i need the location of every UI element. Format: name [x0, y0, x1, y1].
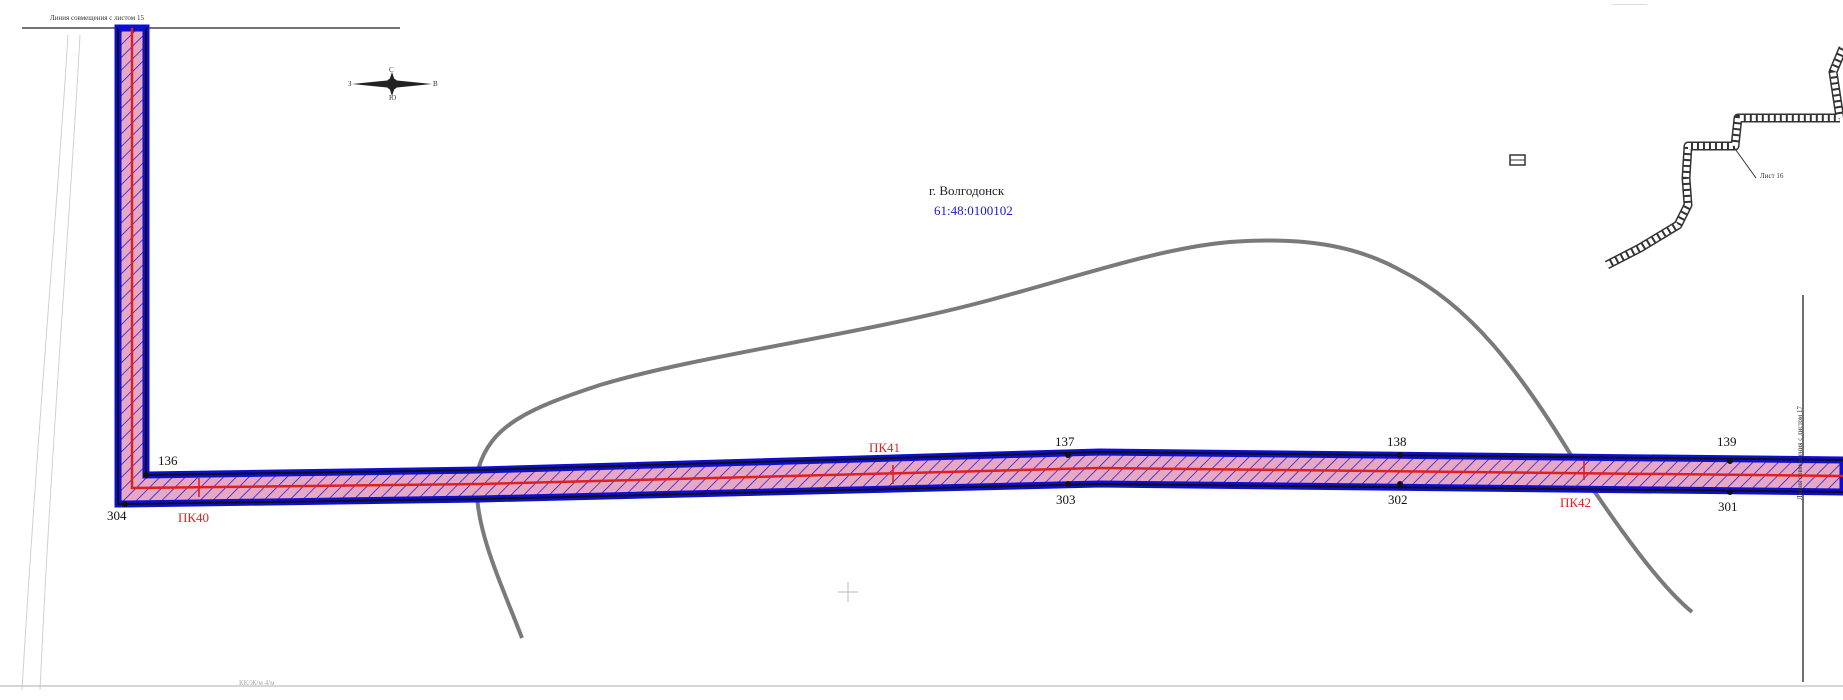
compass-rose [352, 72, 432, 96]
picket-ticks [198, 461, 1585, 497]
picket-label-pk42: ПК42 [1560, 495, 1592, 510]
building-symbol [1509, 154, 1526, 166]
top-right-faint-label: ————— [1612, 0, 1647, 8]
protection-zone [114, 24, 1843, 508]
city-name: г. Волгодонск [929, 183, 1005, 198]
faint-road-lines [21, 34, 81, 691]
point-label-137: 137 [1055, 434, 1075, 449]
point-label-301: 301 [1718, 499, 1738, 514]
match-line-top-label: Линия совмещения с листом 15 [50, 14, 144, 22]
bottom-faint-label: КК/Ж/м 4/м [239, 679, 275, 687]
inset-key-map [1604, 46, 1843, 270]
point-label-139: 139 [1717, 434, 1737, 449]
compass-west-label: З [348, 80, 352, 88]
compass-east-label: В [433, 80, 438, 88]
cadastral-block-number: 61:48:0100102 [934, 203, 1013, 218]
point-label-302: 302 [1388, 492, 1408, 507]
boundary-curve [474, 238, 1694, 639]
compass-south-label: Ю [389, 94, 397, 102]
point-label-304: 304 [107, 508, 127, 523]
point-label-303: 303 [1056, 492, 1076, 507]
compass-north-label: С [389, 66, 394, 74]
picket-label-pk41: ПК41 [869, 440, 901, 455]
match-line-right-label: Линия совмещения с листом 17 [1796, 406, 1804, 500]
point-label-138: 138 [1387, 434, 1407, 449]
inset-sheet-label: Лист 16 [1760, 172, 1784, 180]
picket-label-pk40: ПК40 [178, 510, 210, 525]
crosshair-mark [838, 582, 858, 602]
pipeline-centerline [130, 28, 1843, 490]
point-label-136: 136 [158, 453, 178, 468]
point-markers [122, 452, 1733, 507]
